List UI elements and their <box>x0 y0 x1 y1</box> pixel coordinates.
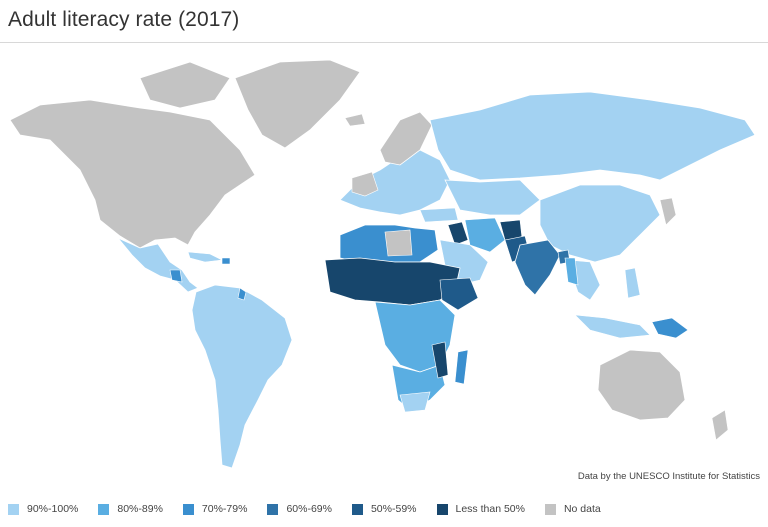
philippines-region <box>624 267 641 299</box>
legend-item: 90%-100% <box>8 503 78 515</box>
east-africa-horn-region <box>439 277 479 311</box>
iran-region <box>464 217 506 253</box>
madagascar-region <box>454 349 469 385</box>
data-source-note: Data by the UNESCO Institute for Statist… <box>577 471 760 482</box>
legend-label: 70%-79% <box>201 503 248 515</box>
legend-swatch <box>351 503 363 515</box>
australia-region <box>597 349 686 421</box>
new-zealand-region <box>711 409 729 441</box>
mozambique-region <box>431 341 449 379</box>
legend-swatch <box>182 503 194 515</box>
legend-swatch <box>544 503 556 515</box>
legend-label: 60%-69% <box>286 503 332 515</box>
legend-item: 60%-69% <box>267 503 332 515</box>
legend-item: 50%-59% <box>351 503 417 515</box>
guiana-region <box>237 287 247 301</box>
legend-swatch <box>98 503 110 515</box>
legend-item: No data <box>544 503 601 515</box>
mexico-central-america-region <box>117 237 199 293</box>
legend-item: Less than 50% <box>436 503 525 515</box>
india-region <box>514 239 561 296</box>
north-america-region <box>9 99 256 249</box>
legend-label: 50%-59% <box>370 503 417 515</box>
indonesia-region <box>574 314 651 339</box>
sahel-region <box>324 257 461 306</box>
greenland-region <box>234 59 361 149</box>
caribbean-region <box>187 251 224 263</box>
russia-region <box>429 91 756 181</box>
map-title: Adult literacy rate (2017) <box>8 8 240 31</box>
scandinavia-region <box>379 111 433 166</box>
south-america-region <box>191 284 293 469</box>
legend-label: 80%-89% <box>117 503 163 515</box>
legend-item: 80%-89% <box>98 503 163 515</box>
legend-label: No data <box>563 503 601 515</box>
libya-region <box>384 229 413 257</box>
papua-new-guinea-region <box>651 317 689 339</box>
western-europe-region <box>351 171 379 197</box>
haiti-region <box>221 257 231 265</box>
south-africa-region <box>399 391 431 413</box>
central-asia-region <box>444 179 541 216</box>
turkey-region <box>419 207 459 223</box>
legend-swatch <box>8 503 19 515</box>
iraq-region <box>447 221 469 246</box>
title-divider <box>0 42 768 43</box>
legend-swatch <box>267 503 279 515</box>
legend-label: Less than 50% <box>455 503 525 515</box>
china-region <box>539 184 661 263</box>
legend-label: 90%-100% <box>27 503 79 515</box>
arctic-islands-region <box>139 61 231 109</box>
legend-item: 70%-79% <box>182 503 248 515</box>
myanmar-region <box>564 257 579 286</box>
iceland-region <box>344 113 366 127</box>
legend: 90%-100% 80%-89% 70%-79% 60%-69% 50%-59%… <box>8 500 621 518</box>
world-map <box>9 59 756 469</box>
korea-japan-region <box>659 197 677 226</box>
guatemala-region <box>169 269 183 283</box>
legend-swatch <box>436 503 448 515</box>
